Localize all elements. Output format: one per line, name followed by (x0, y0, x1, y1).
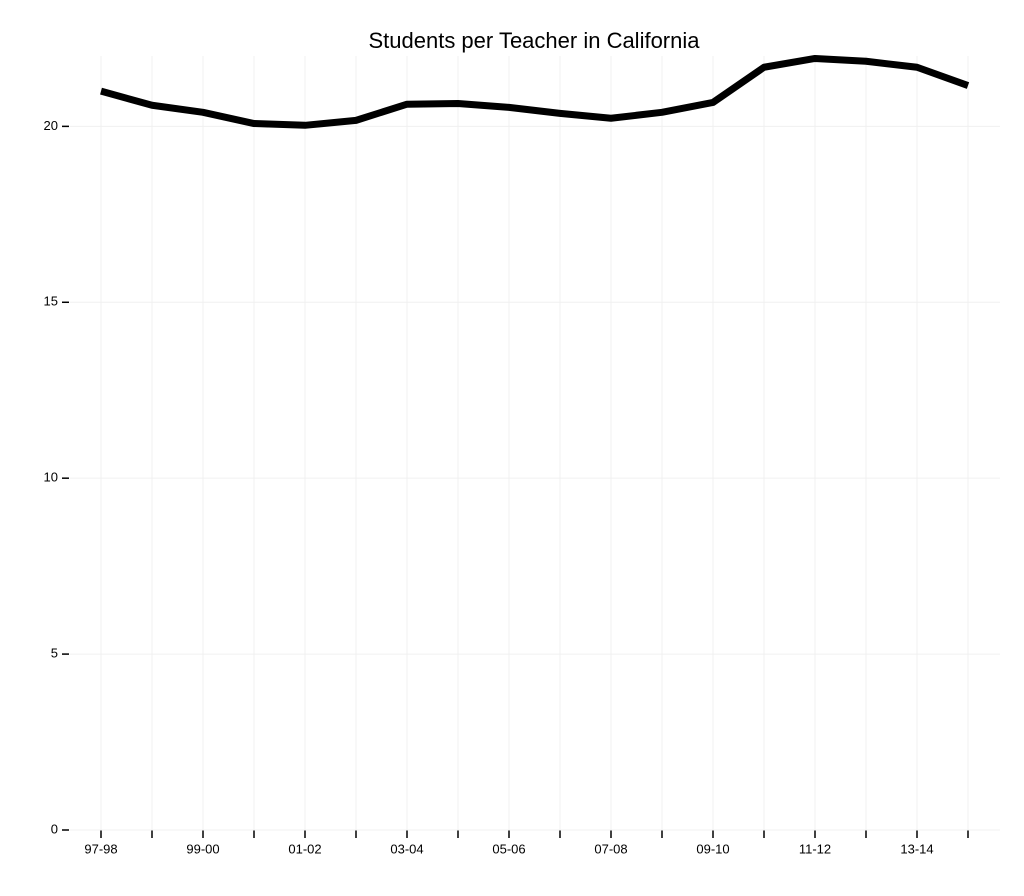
x-tick-label: 01-02 (288, 841, 321, 856)
x-tick-label: 05-06 (492, 841, 525, 856)
x-tick-label: 97-98 (84, 841, 117, 856)
x-tick-label: 09-10 (696, 841, 729, 856)
y-tick-label: 20 (44, 118, 58, 133)
x-tick-label: 99-00 (186, 841, 219, 856)
y-tick-label: 10 (44, 470, 58, 485)
x-tick-label: 13-14 (900, 841, 933, 856)
y-tick-label: 5 (51, 646, 58, 661)
y-tick-label: 0 (51, 821, 58, 836)
line (100, 54, 970, 129)
y-tick-label: 15 (44, 294, 58, 309)
chart-title: Students per Teacher in California (368, 28, 700, 53)
x-tick-label: 03-04 (390, 841, 423, 856)
x-tick-label: 07-08 (594, 841, 627, 856)
x-tick-label: 11-12 (799, 841, 831, 856)
